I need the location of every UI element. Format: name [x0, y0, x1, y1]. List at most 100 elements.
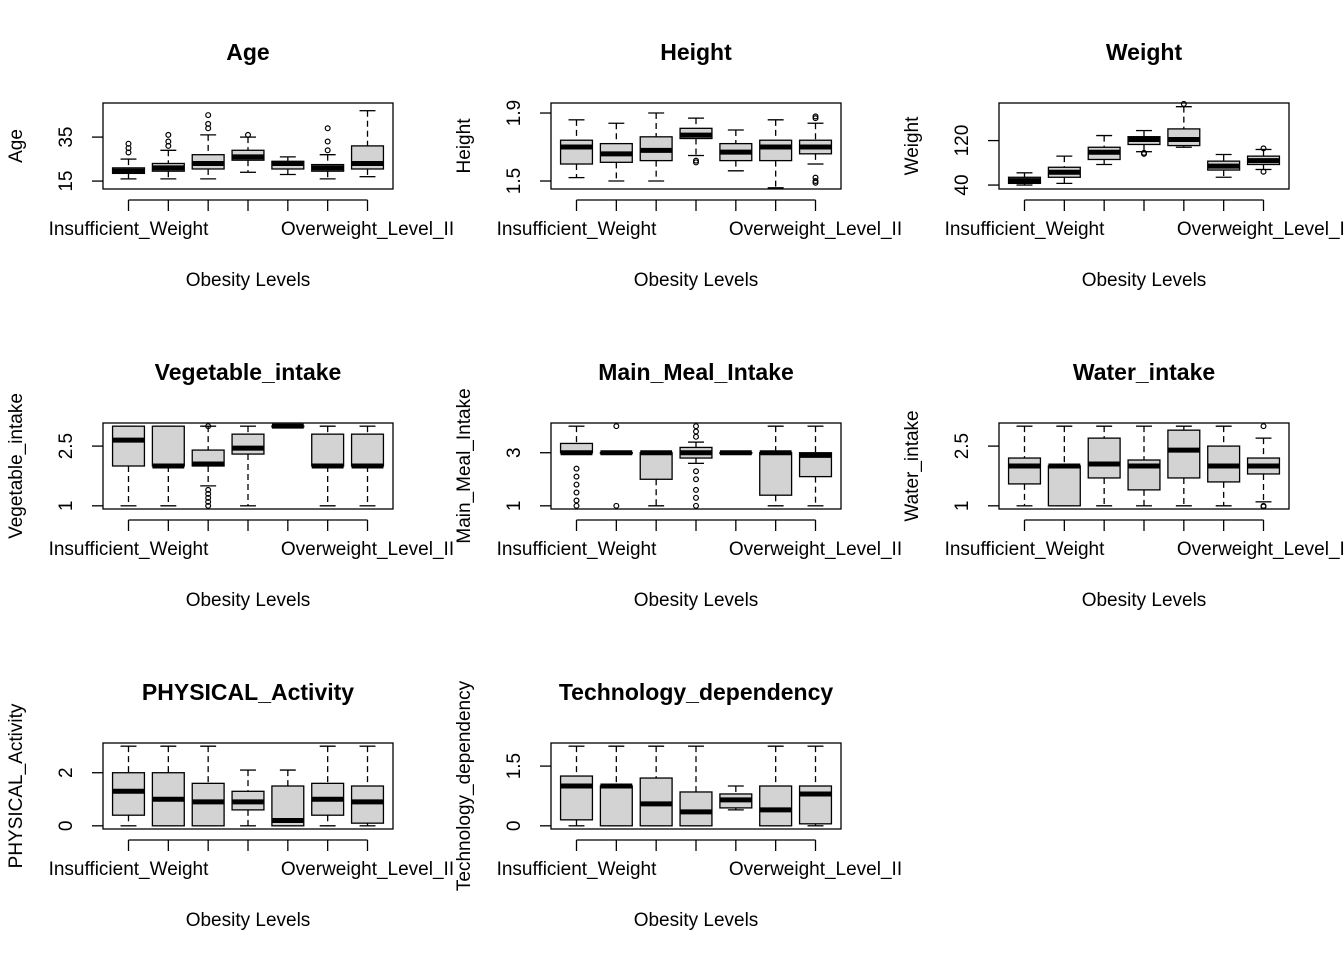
panel: Vegetable_intake Obesity Levels Vegetable_… — [6, 359, 454, 611]
x-tick-label: Overweight_Level_II — [281, 219, 454, 240]
x-tick-label: Overweight_Level_II — [281, 859, 454, 880]
plot-frame — [102, 422, 394, 510]
y-tick-label: 1 — [56, 501, 77, 512]
x-axis-label: Obesity Levels — [634, 910, 759, 931]
box — [599, 785, 633, 827]
box — [1007, 457, 1042, 485]
outlier — [205, 486, 212, 493]
outlier — [812, 179, 819, 186]
outlier — [1260, 423, 1267, 430]
panel-title: Water_intake — [1073, 359, 1215, 385]
y-tick-label: 1.5 — [504, 168, 525, 194]
y-tick-label: 1 — [952, 501, 973, 512]
x-tick-label: Overweight_Level_II — [1177, 219, 1344, 240]
outlier — [125, 140, 132, 147]
outlier — [1260, 503, 1267, 510]
y-tick-label: 1.5 — [504, 753, 525, 779]
box — [639, 452, 673, 480]
plot-frame — [102, 742, 394, 830]
x-axis-label: Obesity Levels — [186, 910, 311, 931]
outlier — [205, 502, 212, 509]
y-tick-label: 35 — [56, 127, 77, 148]
box — [151, 425, 185, 467]
panel-title: PHYSICAL_Activity — [142, 679, 354, 705]
plot-frame — [102, 102, 394, 190]
y-tick-label: 1.9 — [504, 100, 525, 126]
panel: Technology_dependency Obesity Levels Techn… — [454, 679, 902, 931]
outlier — [573, 481, 580, 488]
y-tick-label: 2.5 — [56, 433, 77, 459]
y-axis-label: Main_Meal_Intake — [454, 388, 475, 543]
x-tick-label: Insufficient_Weight — [49, 859, 210, 880]
y-axis-label: Age — [6, 129, 27, 163]
x-axis-label: Obesity Levels — [186, 590, 311, 611]
outlier — [205, 120, 212, 127]
y-axis-label: Weight — [902, 116, 923, 176]
box — [759, 452, 793, 496]
y-axis-label: Vegetable_intake — [6, 393, 27, 539]
plot-frame — [550, 102, 842, 190]
y-tick-label: 0 — [56, 821, 77, 832]
outlier — [205, 423, 212, 430]
x-tick-label: Insufficient_Weight — [497, 219, 658, 240]
x-tick-label: Insufficient_Weight — [497, 539, 658, 560]
plot-frame — [550, 422, 842, 510]
y-tick-label: 120 — [952, 125, 973, 157]
panel-title: Age — [226, 39, 269, 65]
x-tick-label: Overweight_Level_II — [729, 219, 902, 240]
outlier — [205, 490, 212, 497]
panel-title: Vegetable_intake — [155, 359, 342, 385]
outlier — [613, 502, 620, 509]
outlier — [324, 125, 331, 132]
panel: Height Obesity Levels Height 1.5 1.9 Insuffic… — [454, 39, 902, 291]
x-axis-label: Obesity Levels — [1082, 590, 1207, 611]
outlier — [692, 476, 699, 483]
y-tick-label: 3 — [504, 447, 525, 458]
box — [1167, 429, 1201, 479]
box — [1047, 465, 1081, 507]
y-axis-label: PHYSICAL_Activity — [6, 703, 27, 868]
outlier — [573, 502, 580, 509]
x-tick-label: Insufficient_Weight — [945, 219, 1106, 240]
outlier — [165, 131, 172, 138]
box — [111, 772, 146, 816]
x-tick-label: Overweight_Level_II — [729, 859, 902, 880]
box — [798, 452, 833, 478]
outlier — [692, 502, 699, 509]
outlier — [324, 147, 331, 154]
box — [111, 425, 146, 467]
x-tick-label: Overweight_Level_II — [729, 539, 902, 560]
outlier — [573, 497, 580, 504]
panel: PHYSICAL_Activity Obesity Levels PHYSICAL_… — [6, 679, 454, 931]
box — [679, 791, 713, 827]
outlier — [165, 138, 172, 145]
y-tick-label: 2 — [56, 767, 77, 778]
panel-title: Technology_dependency — [559, 679, 834, 705]
box — [759, 139, 793, 162]
outlier — [573, 489, 580, 496]
y-axis-label: Technology_dependency — [454, 680, 475, 891]
outlier — [205, 498, 212, 505]
outlier — [1260, 168, 1267, 175]
box — [191, 782, 225, 827]
box — [231, 433, 265, 455]
outlier — [613, 423, 620, 430]
x-tick-label: Insufficient_Weight — [49, 539, 210, 560]
outlier — [692, 468, 699, 475]
y-axis-label: Height — [454, 118, 475, 174]
outlier — [692, 428, 699, 435]
outlier — [1180, 100, 1187, 107]
outlier — [692, 494, 699, 501]
outlier — [1140, 149, 1147, 156]
x-tick-label: Overweight_Level_II — [281, 539, 454, 560]
box — [350, 433, 385, 467]
y-tick-label: 40 — [952, 174, 973, 195]
x-axis-label: Obesity Levels — [186, 270, 311, 291]
y-tick-label: 15 — [56, 171, 77, 192]
box — [559, 775, 594, 821]
x-tick-label: Insufficient_Weight — [497, 859, 658, 880]
outlier — [245, 131, 252, 138]
y-tick-label: 0 — [504, 821, 525, 832]
box — [311, 433, 345, 467]
